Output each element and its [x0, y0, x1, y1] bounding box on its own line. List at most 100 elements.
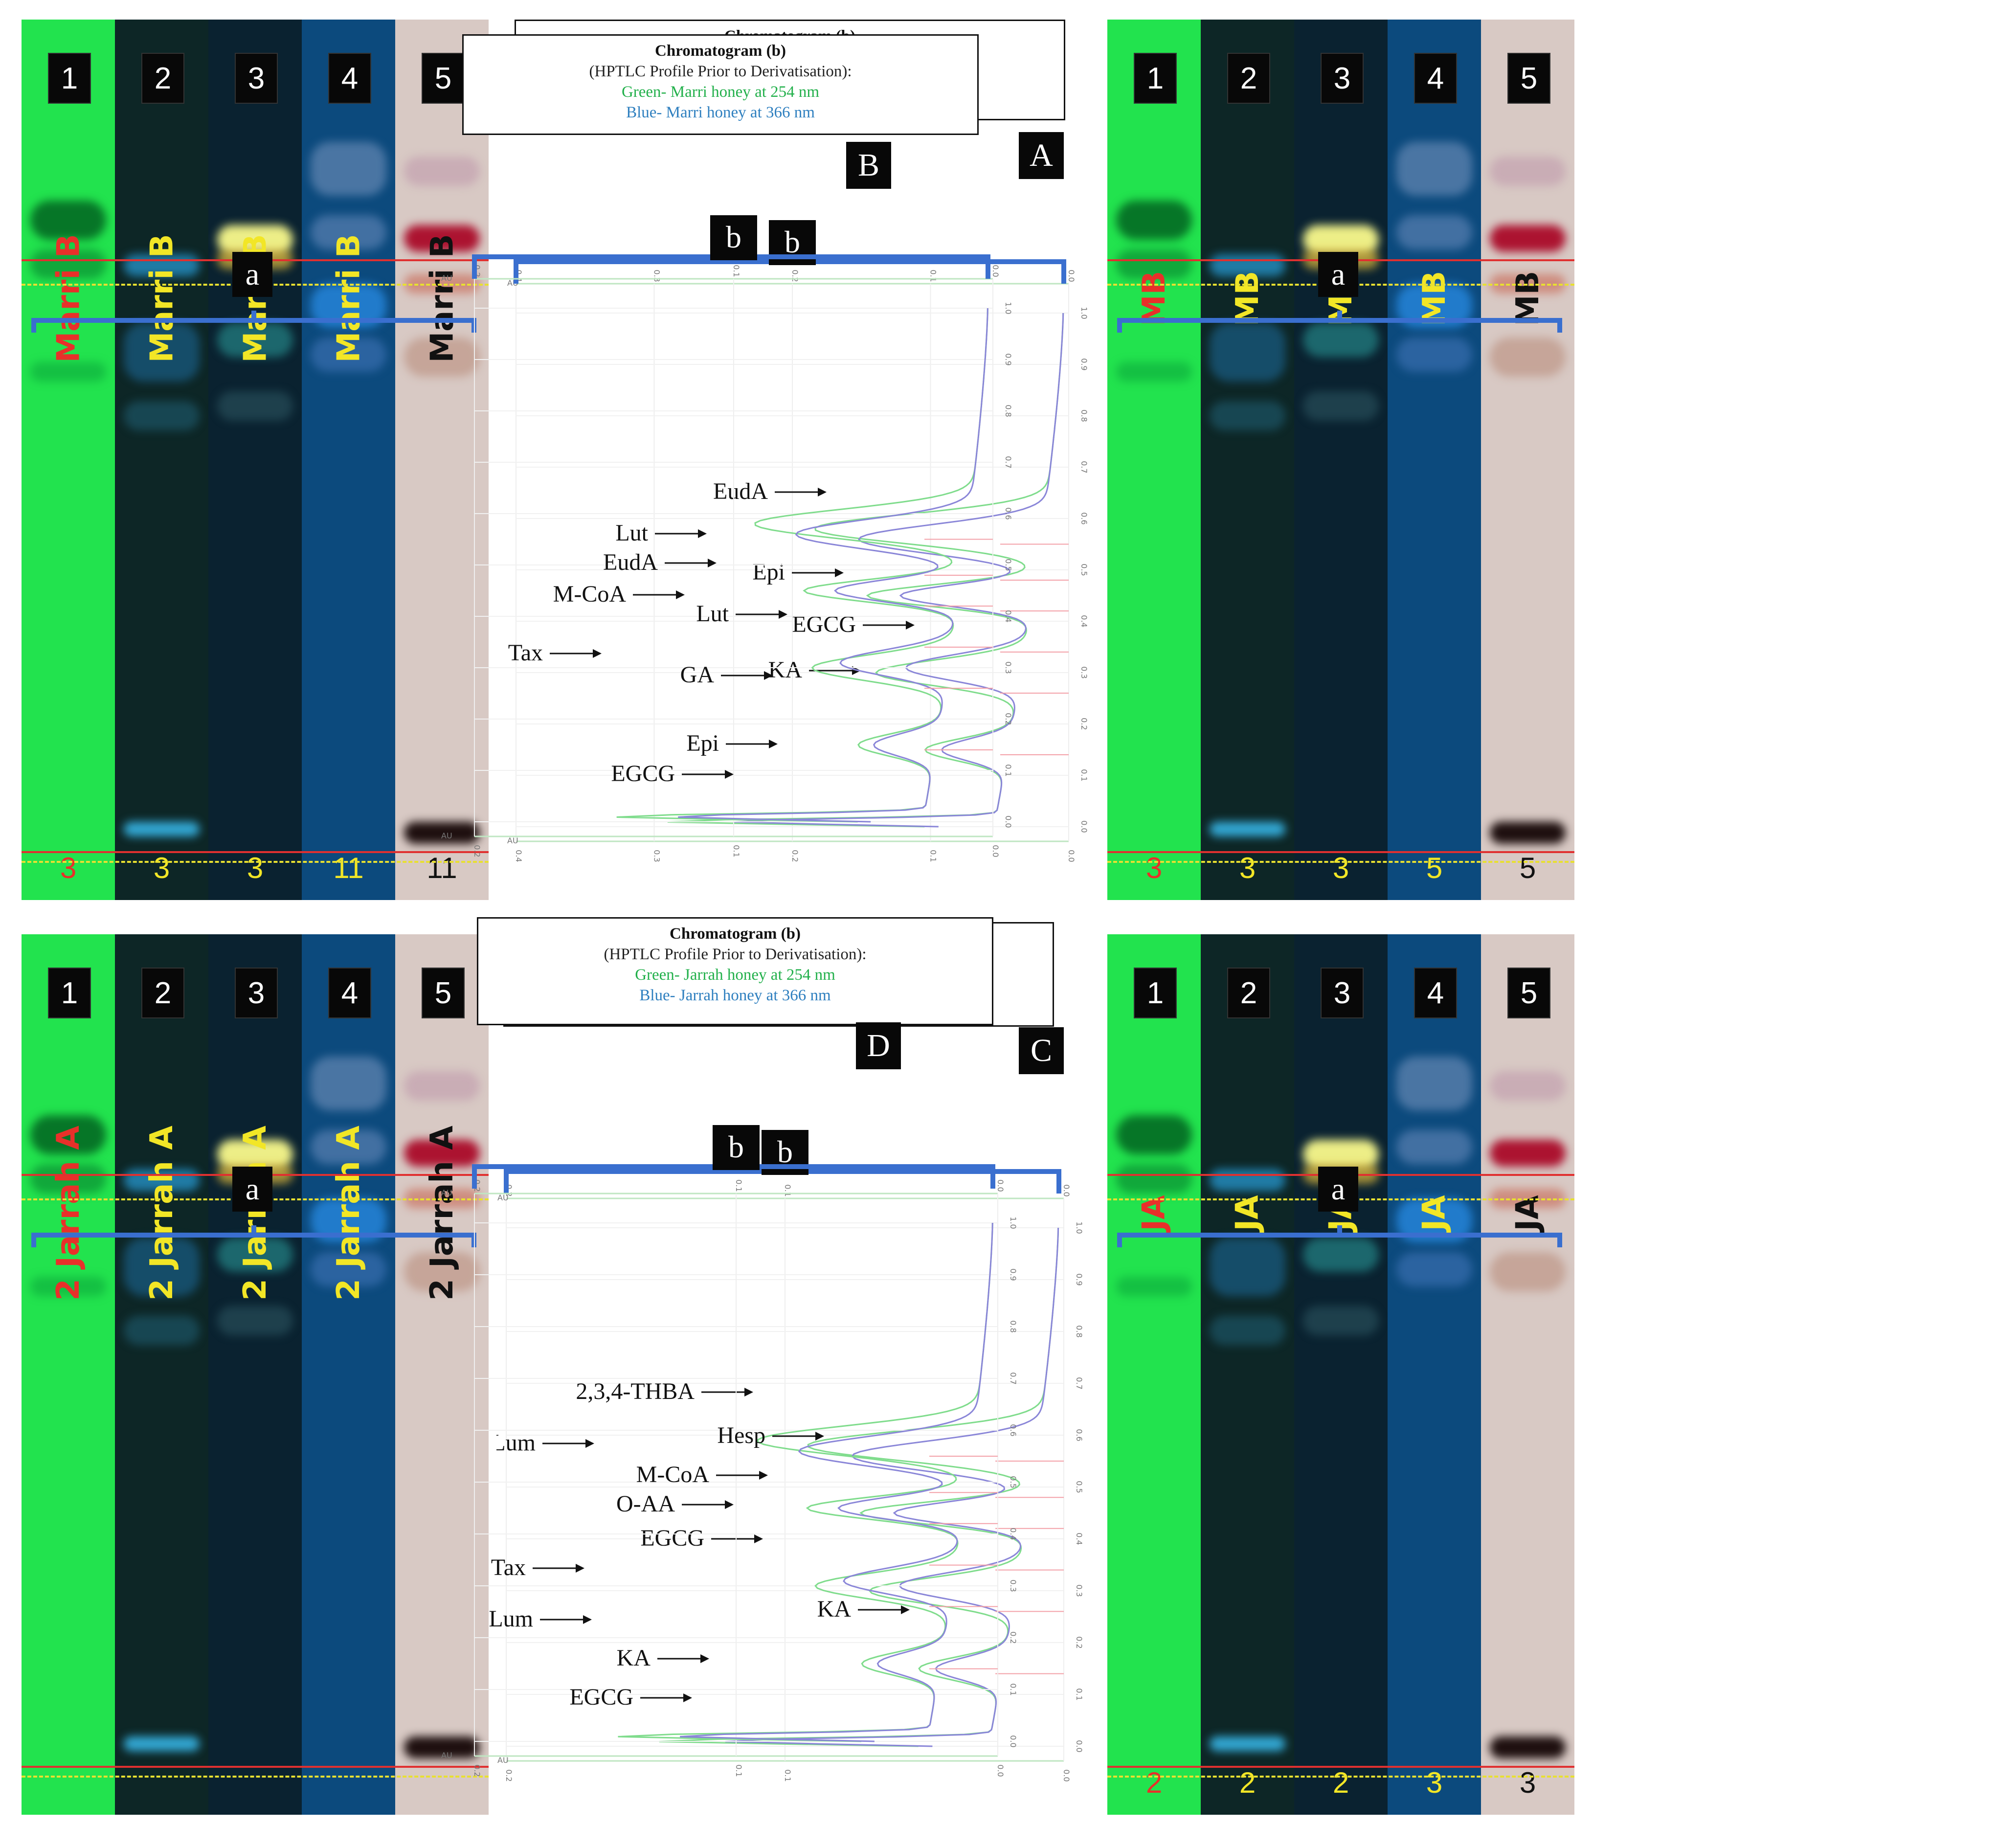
track-2: 2 JA 2	[1201, 934, 1294, 1815]
peak-label: 2,3,4-THBA	[576, 1378, 695, 1404]
lane-label-box: Marri B	[232, 225, 279, 372]
au-tick-label: 0.2	[504, 1769, 514, 1781]
rf-tick-label: 0.0	[1079, 820, 1089, 833]
plate-bracket	[1117, 311, 1562, 333]
band	[1396, 1057, 1472, 1110]
rf-tick-label: 0.9	[1009, 1268, 1018, 1281]
lane-number: 3	[1321, 53, 1364, 104]
rf-tick-label: 0.1	[1075, 1688, 1084, 1700]
au-axis-label: AU	[497, 1193, 509, 1202]
lane-label-box: JA	[1504, 1140, 1551, 1286]
rf-tick-label: 0.4	[1009, 1528, 1018, 1540]
band	[30, 249, 106, 279]
band	[1490, 1071, 1566, 1101]
band	[404, 1140, 480, 1167]
lane-number: 4	[328, 53, 371, 104]
lane-label: 2 Jarrah A	[237, 1126, 273, 1301]
band	[311, 338, 386, 372]
band	[1396, 1130, 1472, 1164]
lane-number: 5	[1507, 53, 1550, 104]
band	[404, 225, 480, 252]
peak-label: M-CoA	[553, 581, 627, 607]
au-axis-label: AU	[441, 831, 452, 840]
band	[124, 323, 200, 382]
lane-label: 2 Jarrah A	[144, 1126, 180, 1301]
track-1: 1 2 Jarrah A	[22, 934, 115, 1815]
rf-tick-label: 0.3	[1079, 666, 1089, 678]
au-tick-label: 0.1	[929, 850, 938, 862]
lane-label: Marri B	[50, 234, 87, 363]
peak-label: KA	[817, 1596, 852, 1622]
au-tick-label: 0.0	[991, 845, 1000, 857]
rf-tick-label: 0.7	[1079, 461, 1089, 473]
peak-arrow-head	[901, 1605, 910, 1614]
track-3: 3 MB 3	[1294, 20, 1388, 900]
peak-label: GA	[680, 662, 715, 688]
band	[1210, 1238, 1285, 1296]
tlc-plate: 1 2 Jarrah A 2 2 Jarrah A 3 2 Jarrah A 4 2 Jarr…	[22, 934, 489, 1815]
peak-arrow-head	[744, 1388, 753, 1397]
lane-label-box: JA	[1131, 1140, 1178, 1286]
rf-tick-label: 0.8	[1004, 405, 1013, 417]
band	[311, 215, 386, 249]
peak-arrow-head	[769, 740, 778, 748]
band	[124, 401, 200, 430]
peak-label: Hesp	[717, 1422, 765, 1448]
peak-arrow-head	[583, 1615, 592, 1624]
lane-label-box: MB	[1131, 225, 1178, 372]
band	[404, 338, 480, 377]
au-axis-label: AU	[441, 1751, 452, 1760]
rf-tick-label: 0.1	[1079, 769, 1089, 781]
peak-arrow-head	[754, 1534, 763, 1543]
track-4: 4 2 Jarrah A	[302, 934, 395, 1815]
plate-reference-line	[1107, 861, 1574, 863]
panel-letter: A	[1019, 132, 1064, 179]
rf-tick-label: 1.0	[1009, 1217, 1018, 1229]
band	[1116, 249, 1192, 279]
au-tick-label: 0.1	[734, 1179, 743, 1192]
rf-tick-label: 0.1	[1004, 764, 1013, 776]
band	[217, 1238, 293, 1272]
band	[30, 1164, 106, 1194]
rf-tick-label: 0.7	[1009, 1372, 1018, 1384]
rf-tick-label: 0.2	[1009, 1631, 1018, 1644]
rf-tick-label: 0.5	[1079, 563, 1089, 576]
peak-arrow-head	[708, 559, 717, 567]
rf-tick-label: 0.9	[1004, 353, 1013, 365]
trace-366nm	[733, 313, 1064, 828]
lane-number: 4	[1414, 53, 1457, 104]
lane-label-box: 2 Jarrah A	[232, 1126, 279, 1301]
legend-blue: Blue- Jarrah honey at 366 nm	[639, 987, 831, 1004]
tlc-plate: 1 JA 2 2 JA 2 3 JA 2 4 JA 3 5 JA 3	[1107, 934, 1574, 1815]
band	[404, 157, 480, 186]
au-axis-label: AU	[441, 273, 452, 283]
lane-label-box: 2 Jarrah A	[45, 1126, 92, 1301]
rf-tick-label: 0.5	[1004, 559, 1013, 571]
rf-tick-label: 0.8	[1075, 1325, 1084, 1337]
au-axis-label: AU	[441, 1188, 452, 1197]
au-axis-label: AU	[507, 836, 518, 845]
track-2: 2 2 Jarrah A	[115, 934, 208, 1815]
lane-label: 2 Jarrah A	[50, 1126, 87, 1301]
peak-label: Lum	[489, 1606, 533, 1632]
marker-a: a	[1318, 1167, 1358, 1212]
band	[1210, 1736, 1285, 1751]
band	[124, 1169, 200, 1191]
band	[1303, 1306, 1379, 1335]
au-tick-label: 0.1	[783, 1769, 792, 1781]
au-tick-label: 0.2	[472, 845, 482, 857]
peak-arrow-head	[835, 568, 844, 577]
panel-letter: C	[1019, 1027, 1064, 1074]
plate-reference-line	[22, 1766, 489, 1768]
band-count: 11	[333, 852, 364, 884]
trace-366nm	[680, 1222, 993, 1742]
lane-number: 1	[1134, 53, 1177, 104]
rf-tick-label: 0.5	[1009, 1476, 1018, 1488]
au-tick-label: 0.0	[1062, 1769, 1071, 1781]
band	[217, 391, 293, 421]
lane-label: Marri B	[331, 234, 367, 363]
peak-arrow-head	[698, 529, 707, 538]
au-tick-label: 0.0	[996, 1764, 1005, 1777]
band	[1490, 157, 1566, 186]
lane-label-box: JA	[1411, 1140, 1458, 1286]
